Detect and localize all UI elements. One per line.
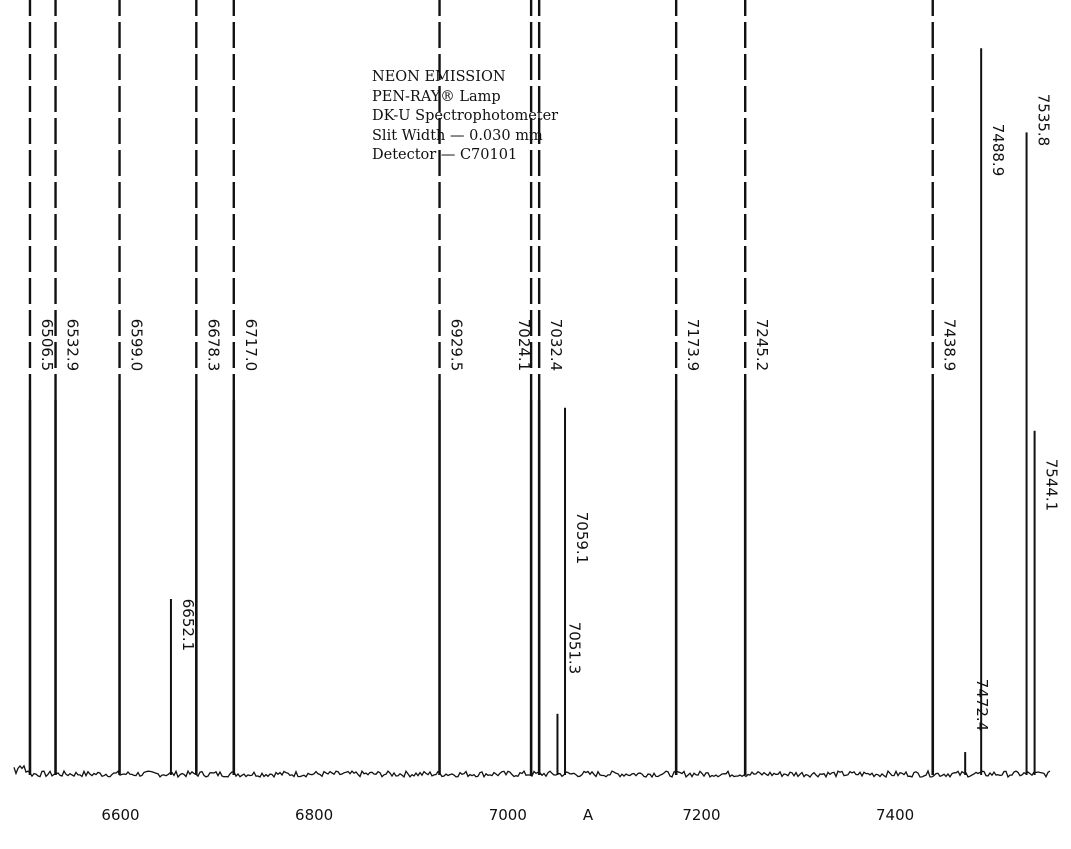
peak-label: 7032.4	[547, 319, 565, 372]
peak-label: 6532.9	[64, 319, 82, 372]
peak-label: 7544.1	[1043, 459, 1061, 512]
peak-label: 7245.2	[753, 319, 771, 372]
peak-label: 6599.0	[128, 319, 146, 372]
peak-label: 7438.9	[941, 319, 959, 372]
peak-label: 6717.0	[242, 319, 260, 372]
peak-label: 7051.3	[565, 622, 583, 675]
peak-label: 6678.3	[204, 319, 222, 372]
x-tick-label: 7200	[682, 806, 720, 824]
baseline-trace	[13, 764, 1051, 779]
annotation-line: DK-U Spectrophotometer	[372, 108, 559, 124]
annotation-line: Detector — C70101	[372, 147, 518, 163]
peak-label: 7488.9	[989, 124, 1007, 177]
x-tick-label: 7400	[876, 806, 914, 824]
annotation-line: Slit Width — 0.030 mm	[372, 127, 543, 144]
peak-label: 7173.9	[684, 319, 702, 372]
peak-label: 6929.5	[448, 319, 466, 372]
x-tick-label: 7000	[489, 806, 527, 824]
peak-label: 6652.1	[179, 599, 197, 652]
peak-label: 7535.8	[1035, 94, 1053, 147]
peak-label: 7059.1	[573, 512, 591, 565]
x-tick-label: 6800	[295, 806, 333, 824]
spectrum-annotation-block: NEON EMISSION PEN-RAY® Lamp DK-U Spectro…	[372, 68, 558, 166]
peak-label: 7472.4	[973, 679, 991, 732]
x-axis-label: A	[583, 806, 594, 824]
peak-label: 6506.5	[38, 319, 56, 372]
x-tick-label: 6600	[101, 806, 139, 824]
annotation-line: PEN-RAY® Lamp	[372, 88, 501, 105]
peak-label: 7024.1	[515, 319, 533, 372]
